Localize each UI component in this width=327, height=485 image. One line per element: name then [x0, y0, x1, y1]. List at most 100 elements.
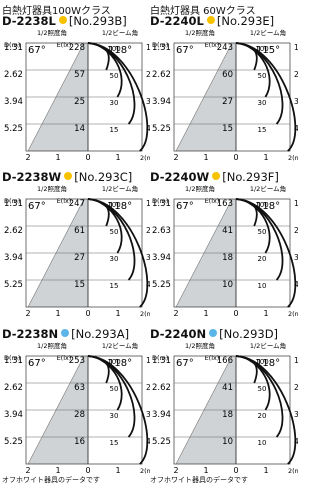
- distance-axis-label: D(m): [152, 197, 168, 205]
- lux-value: 10: [222, 280, 233, 290]
- x-tick-label: 0: [85, 309, 90, 318]
- half-lux-angle-label: 1/2照度角: [185, 184, 215, 193]
- beam-angle-value: 115°: [256, 45, 280, 56]
- x-tick-label: 1: [55, 466, 60, 475]
- row-marker: 1: [146, 356, 150, 365]
- model-number: D-2238W: [2, 170, 62, 184]
- beam-curve: [87, 355, 110, 384]
- row-marker: 2: [294, 226, 298, 235]
- x-tick-label: 0: [233, 309, 238, 318]
- x-tick-label: 2: [25, 466, 30, 475]
- panel-header: D-2238L [No.293B]: [2, 14, 127, 28]
- distance-value: 5.25: [4, 280, 23, 290]
- lux-axis-label: E(lx): [57, 41, 72, 49]
- beam-diameter-value: 30: [110, 412, 119, 420]
- x-tick-label: 2: [25, 153, 30, 162]
- lux-angle-value: 67°: [28, 201, 46, 212]
- distance-value: 2.62: [4, 383, 23, 393]
- lux-value: 16: [74, 437, 85, 447]
- lux-angle-value: 67°: [28, 45, 46, 56]
- x-tick-label: 1: [203, 153, 208, 162]
- half-beam-angle-label: 1/2ビーム角: [102, 184, 138, 193]
- beam-curve: [235, 42, 258, 71]
- model-number: D-2238L: [2, 14, 56, 28]
- x-tick-label: 0: [233, 153, 238, 162]
- half-beam-angle-label: 1/2ビーム角: [102, 28, 138, 37]
- beam-diameter-value: 30: [110, 99, 119, 107]
- lux-axis-label: E(lx): [205, 354, 220, 362]
- beam-diameter-value: 100: [255, 45, 268, 53]
- distance-value: 2.62: [152, 383, 171, 393]
- distance-value: 2.63: [152, 226, 171, 236]
- beam-curve: [235, 198, 258, 227]
- x-tick-label: 1: [55, 309, 60, 318]
- row-marker: 4: [294, 437, 298, 446]
- model-number: D-2240L: [150, 14, 204, 28]
- half-beam-angle-label: 1/2ビーム角: [250, 28, 286, 37]
- lux-angle-value: 67°: [176, 201, 194, 212]
- distance-value: 5.25: [4, 124, 23, 134]
- row-marker: 1: [294, 43, 298, 52]
- row-marker: 1: [146, 43, 150, 52]
- x-tick-label: 1: [115, 153, 120, 162]
- distance-value: 3.94: [152, 97, 171, 107]
- lux-angle-value: 67°: [176, 45, 194, 56]
- beam-curve: [87, 198, 110, 227]
- half-lux-angle-label: 1/2照度角: [37, 341, 67, 350]
- lux-value: 18: [222, 253, 233, 263]
- lux-value: 63: [74, 383, 85, 393]
- distance-value: 1.31: [4, 199, 23, 209]
- row-marker: 2: [146, 70, 150, 79]
- panel-header: D-2238N [No.293A]: [2, 327, 129, 341]
- x-unit-label: 2(m): [140, 310, 150, 318]
- distance-value: 3.94: [4, 253, 23, 263]
- light-distribution-diagram: 1/2照度角 1/2ビーム角 D(m) E(lx) 67° 118° 1.31 253 100 1…: [4, 341, 150, 475]
- half-beam-angle-label: 1/2ビーム角: [250, 341, 286, 350]
- lux-value: 163: [217, 199, 233, 209]
- color-dot-icon: [64, 172, 73, 180]
- row-marker: 3: [146, 97, 150, 106]
- lux-value: 10: [222, 437, 233, 447]
- color-dot-icon: [58, 16, 67, 24]
- color-dot-icon: [206, 16, 215, 24]
- model-number: D-2238N: [2, 327, 59, 341]
- lux-value: 15: [222, 124, 233, 134]
- lux-value: 166: [217, 356, 233, 366]
- lux-value: 27: [74, 253, 85, 263]
- beam-diameter-value: 50: [258, 385, 267, 393]
- row-marker: 2: [146, 226, 150, 235]
- beam-angle-value: 118°: [256, 358, 280, 369]
- reference-number: [No.293B]: [68, 14, 127, 28]
- distance-value: 1.31: [4, 43, 23, 53]
- panel-header: D-2238W [No.293C]: [2, 170, 132, 184]
- beam-diameter-value: 30: [258, 99, 267, 107]
- distance-axis-label: D(m): [4, 41, 20, 49]
- x-tick-label: 0: [85, 466, 90, 475]
- row-marker: 1: [294, 356, 298, 365]
- row-marker: 2: [294, 383, 298, 392]
- footnote-right: オフホワイト器具のデータです: [150, 476, 248, 484]
- x-tick-label: 2: [173, 309, 178, 318]
- panel-header: D-2240L [No.293E]: [150, 14, 274, 28]
- beam-curve: [87, 42, 110, 71]
- lux-value: 61: [74, 226, 85, 236]
- half-lux-angle-line: [27, 42, 85, 152]
- half-lux-angle-label: 1/2照度角: [37, 28, 67, 37]
- x-tick-label: 2: [25, 309, 30, 318]
- x-tick-label: 1: [203, 309, 208, 318]
- row-marker: 4: [146, 280, 150, 289]
- distance-axis-label: D(m): [152, 354, 168, 362]
- distance-value: 1.31: [152, 43, 171, 53]
- row-marker: 4: [294, 280, 298, 289]
- lux-value: 243: [217, 43, 233, 53]
- distance-value: 2.62: [4, 70, 23, 80]
- lux-axis-label: E(lx): [205, 41, 220, 49]
- half-lux-angle-line: [175, 355, 233, 465]
- beam-diameter-value: 20: [258, 412, 267, 420]
- distance-value: 3.94: [4, 410, 23, 420]
- beam-diameter-value: 100: [107, 201, 120, 209]
- beam-angle-value: 118°: [108, 358, 132, 369]
- distance-value: 5.25: [4, 437, 23, 447]
